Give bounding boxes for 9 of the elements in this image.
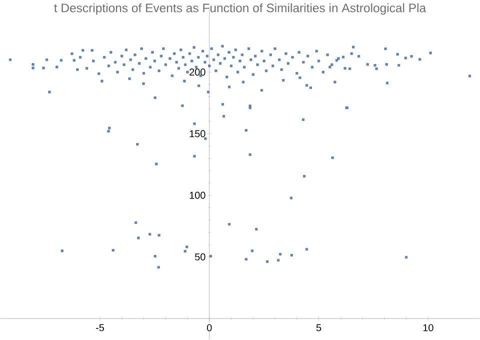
x-tick-label: 0 <box>206 324 212 332</box>
chart-title: t Descriptions of Events as Function of Similarities in Astrological Pla <box>54 3 426 15</box>
y-tick-label: 150 <box>190 130 206 138</box>
y-tick-label: 200 <box>190 68 206 76</box>
y-tick-label: 100 <box>190 192 206 199</box>
x-tick-label: -5 <box>96 324 104 332</box>
x-tick-label: 10 <box>423 324 434 332</box>
x-tick-label: 5 <box>316 324 322 332</box>
y-tick-label: 50 <box>195 254 206 261</box>
